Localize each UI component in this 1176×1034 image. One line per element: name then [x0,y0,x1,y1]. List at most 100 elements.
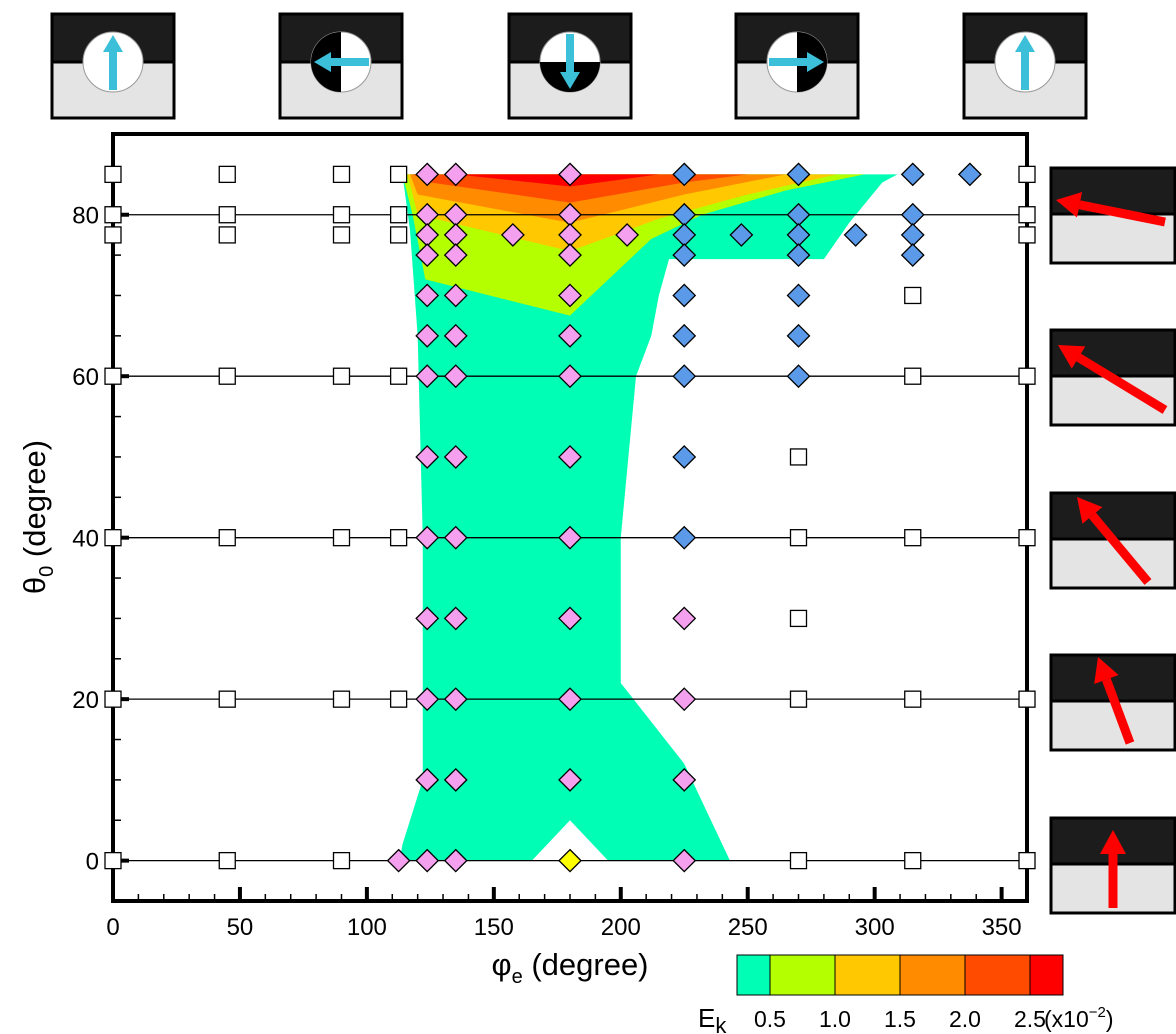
square-marker [334,227,350,243]
diamond-marker [673,688,695,710]
square-marker [219,691,235,707]
colorbar-swatch [965,955,1030,995]
square-marker [905,530,921,546]
square-marker [105,166,121,182]
x-tick-label: 350 [982,914,1022,941]
diamond-marker [673,365,695,387]
square-marker [105,207,121,223]
square-marker [1019,853,1035,869]
square-marker [219,368,235,384]
square-marker [1019,530,1035,546]
colorbar-label-sub: k [715,1013,727,1034]
square-marker [334,853,350,869]
colorbar-tick-label: 0.5 [754,1006,786,1032]
square-marker [105,227,121,243]
colorbar-label: Ek [698,1003,727,1034]
x-tick-label: 300 [855,914,895,941]
x-label-main: φ [491,947,511,982]
diamond-marker [559,850,581,872]
square-marker [905,287,921,303]
square-marker [219,227,235,243]
square-marker [791,853,807,869]
y-label-sub: 0 [36,566,58,577]
square-marker [334,368,350,384]
colorbar-tick-label: 1.0 [819,1006,851,1032]
colorbar-swatch [835,955,900,995]
y-label-main: θ [17,577,52,594]
colorbar-tick-label: 1.5 [884,1006,916,1032]
square-marker [219,853,235,869]
square-marker [1019,227,1035,243]
square-marker [219,207,235,223]
square-marker [105,691,121,707]
square-marker [791,610,807,626]
y-tick-label: 80 [72,203,99,230]
y-label-rest: (degree) [17,440,52,566]
x-label-rest: (degree) [523,947,649,982]
y-tick-label: 40 [72,526,99,553]
diamond-marker [673,284,695,306]
colorbar: 0.5 1.0 1.5 2.0 2.5 [737,955,1063,1032]
square-marker [1019,166,1035,182]
square-marker [334,207,350,223]
y-tick-label: 0 [86,849,99,876]
square-marker [791,691,807,707]
x-tick-label: 50 [227,914,254,941]
square-marker [334,691,350,707]
colorbar-swatch [770,955,835,995]
square-marker [791,530,807,546]
square-marker [391,207,407,223]
x-label-sub: e [512,966,523,988]
unit-post: ) [1106,1006,1114,1032]
x-tick-label: 250 [728,914,768,941]
square-marker [334,530,350,546]
x-tick-label: 200 [601,914,641,941]
y-axis-label: θ0 (degree) [17,440,58,594]
colorbar-unit: (x10−2) [1044,1004,1114,1032]
square-marker [219,166,235,182]
square-marker [105,530,121,546]
diamond-marker [788,365,810,387]
square-marker [105,853,121,869]
square-marker [391,368,407,384]
square-marker [391,530,407,546]
square-marker [1019,691,1035,707]
square-marker [391,691,407,707]
colorbar-swatch [1030,955,1063,995]
square-marker [791,449,807,465]
unit-pre: (x10 [1044,1006,1089,1032]
diamond-marker [902,204,924,226]
square-marker [905,368,921,384]
diamond-marker [673,325,695,347]
colorbar-label-main: E [698,1003,715,1033]
y-tick-label: 20 [72,687,99,714]
square-marker [905,853,921,869]
diamond-marker [959,163,981,185]
diamond-marker [902,224,924,246]
colorbar-tick-label: 2.0 [949,1006,981,1032]
square-marker [391,166,407,182]
x-tick-label: 0 [106,914,119,941]
plot: 0 50 100 150 200 250 300 350 0 20 40 60 80 [72,134,1035,941]
colorbar-tick-label: 2.5 [1014,1006,1046,1032]
colorbar-swatch [737,955,770,995]
square-marker [905,691,921,707]
diamond-marker [845,224,867,246]
square-marker [334,166,350,182]
square-marker [219,530,235,546]
square-marker [391,227,407,243]
square-marker [1019,207,1035,223]
x-tick-label: 100 [347,914,387,941]
diamond-marker [673,607,695,629]
colorbar-swatch [900,955,965,995]
diamond-marker [788,325,810,347]
square-marker [105,368,121,384]
diamond-marker [902,244,924,266]
x-axis-label: φe (degree) [491,947,648,988]
diamond-marker [902,163,924,185]
unit-sup: −2 [1089,1004,1106,1021]
y-tick-label: 60 [72,364,99,391]
diamond-marker [673,527,695,549]
diamond-marker [788,284,810,306]
x-tick-label: 150 [474,914,514,941]
